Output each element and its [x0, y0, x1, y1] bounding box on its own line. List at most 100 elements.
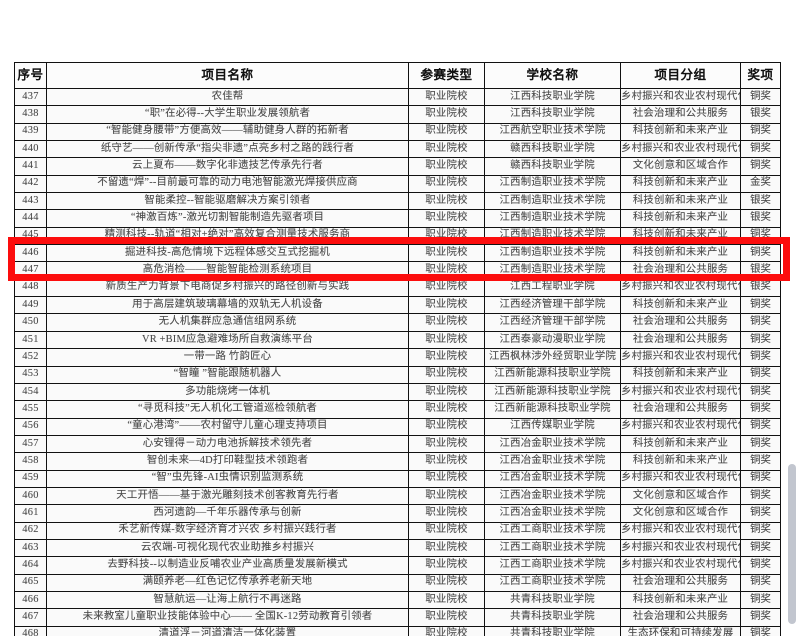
cell-seq: 438 — [14, 105, 47, 124]
cell-type: 职业院校 — [408, 486, 485, 506]
table-row[interactable]: 453 “智瞳 ”智能跟随机器人 职业院校 江西新能源科技职业学院 科技创新和未来产业铜… — [14, 365, 781, 384]
table-row[interactable]: 452 一带一路 竹韵匠心 职业院校 江西枫林涉外经贸职业学院 乡村振兴和农业农村现代化… — [14, 348, 781, 367]
cell-seq: 461 — [14, 504, 47, 523]
cell-type: 职业院校 — [408, 608, 485, 627]
table-row[interactable]: 464 去野科技--以制造业反哺农业产业高质量发展新模式 职业院校 江西工商职业技术学… — [14, 556, 781, 575]
cell-seq: 437 — [14, 87, 47, 107]
table-row[interactable]: 468 清道浮－河道清洁一体化装置 职业院校 共青科技职业学院 生态环保和可持续发展 铜奖 — [14, 625, 781, 636]
cell-award: 铜奖 — [740, 417, 781, 436]
cell-type: 职业院校 — [408, 556, 485, 575]
cell-name: “智能健身腰带”方便高效——辅助健身人群的拓新者 — [46, 122, 409, 142]
cell-school: 江西新能源科技职业学院 — [484, 365, 621, 384]
column-header-school: 学校名称 — [484, 62, 621, 89]
cell-name: 纸守艺——创新传承“指尖非遗”点亮乡村之路的践行者 — [46, 140, 409, 159]
cell-type: 职业院校 — [408, 157, 485, 176]
cell-school: 江西科技职业学院 — [484, 105, 621, 124]
cell-school: 江西科技职业学院 — [484, 87, 621, 107]
table-row[interactable]: 462 禾艺新传媒-数字经济育才兴农 乡村振兴践行者 职业院校 江西工商职业技术学院乡… — [14, 521, 781, 540]
table-row[interactable]: 455 “寻觅科技”无人机化工管道巡检领航者 职业院校 江西新能源科技职业学院 社会治理… — [14, 400, 781, 419]
cell-school: 赣西科技职业学院 — [484, 157, 621, 176]
vertical-scrollbar[interactable] — [784, 0, 799, 636]
table-row[interactable]: 442 不留遗“焊”--目前最可靠的动力电池智能激光焊接供应商 职业院校 江西制造职业… — [14, 174, 781, 194]
table-row[interactable]: 444 “神激百炼”-激光切割智能制造先驱者项目 职业院校 江西制造职业技术学院 科技创… — [14, 209, 781, 228]
cell-name: “职”在必得--大学生职业发展领航者 — [46, 105, 409, 124]
table-row[interactable]: 449 用于高层建筑玻璃幕墙的双轨无人机设备 职业院校 江西经济管理干部学院 科技创新和… — [14, 296, 781, 315]
cell-school: 江西制造职业技术学院 — [484, 226, 621, 246]
table-row[interactable]: 437 农佳帮 职业院校 江西科技职业学院 乡村振兴和农业农村现代化 铜奖 — [14, 87, 781, 107]
cell-seq: 447 — [14, 261, 47, 280]
table-row[interactable]: 457 心安锂得－动力电池拆解技术领先者 职业院校 江西冶金职业技术学院 科技创新和未来… — [14, 434, 781, 454]
cell-award: 铜奖 — [740, 538, 781, 558]
cell-type: 职业院校 — [408, 174, 485, 194]
cell-school: 江西冶金职业技术学院 — [484, 504, 621, 523]
cell-group: 社会治理和公共服务 — [620, 608, 741, 627]
cell-group: 乡村振兴和农业农村现代化 — [620, 278, 741, 298]
cell-award: 铜奖 — [740, 313, 781, 332]
cell-group: 社会治理和公共服务 — [620, 313, 741, 332]
cell-school: 江西制造职业技术学院 — [484, 244, 621, 263]
cell-award: 铜奖 — [740, 434, 781, 454]
cell-name: 智慧航运—让海上航行不再迷路 — [46, 590, 409, 610]
table-row[interactable]: 448 新质生产力背景下电商促乡村振兴的路径创新与实践 职业院校 江西工程职业学院 乡村… — [14, 278, 781, 298]
cell-school: 江西制造职业技术学院 — [484, 192, 621, 211]
table-row[interactable]: 440 纸守艺——创新传承“指尖非遗”点亮乡村之路的践行者 职业院校 赣西科技职业学院… — [14, 140, 781, 159]
cell-award: 铜奖 — [740, 573, 781, 592]
cell-award: 铜奖 — [740, 400, 781, 419]
scrollbar-thumb[interactable] — [788, 464, 796, 624]
cell-award: 铜奖 — [740, 486, 781, 506]
cell-award: 铜奖 — [740, 590, 781, 610]
table-row[interactable]: 467 未来教室儿童职业技能体验中心—— 全国K-12劳动教育引领者 职业院校 共青科… — [14, 608, 781, 627]
cell-name: 无人机集群应急通信组网系统 — [46, 313, 409, 332]
cell-award: 铜奖 — [740, 504, 781, 523]
table-row[interactable]: 451 VR +BIM应急避难场所自救演练平台 职业院校 江西泰豪动漫职业学院 社会治理… — [14, 330, 781, 350]
cell-award: 银奖 — [740, 192, 781, 211]
table-row[interactable]: 458 智创未来—4D打印鞋型技术领跑者 职业院校 江西冶金职业技术学院 科技创新和未来… — [14, 452, 781, 471]
cell-name: 新质生产力背景下电商促乡村振兴的路径创新与实践 — [46, 278, 409, 298]
cell-seq: 462 — [14, 521, 47, 540]
table-row[interactable]: 456 “童心港湾”——农村留守儿童心理支持项目 职业院校 江西传媒职业学院 乡村振兴和… — [14, 417, 781, 436]
cell-seq: 465 — [14, 573, 47, 592]
cell-group: 科技创新和未来产业 — [620, 209, 741, 228]
cell-award: 铜奖 — [740, 244, 781, 263]
table-row[interactable]: 446 掘进科技-高危情境下远程体感交互式挖掘机 职业院校 江西制造职业技术学院 科技创… — [14, 244, 781, 263]
cell-group: 科技创新和未来产业 — [620, 174, 741, 194]
cell-type: 职业院校 — [408, 296, 485, 315]
table-row[interactable]: 454 多功能烧烤一体机 职业院校 江西新能源科技职业学院 乡村振兴和农业农村现代化 铜奖 — [14, 382, 781, 402]
cell-seq: 463 — [14, 538, 47, 558]
table-row[interactable]: 466 智慧航运—让海上航行不再迷路 职业院校 共青科技职业学院 科技创新和未来产业 铜奖 — [14, 590, 781, 610]
cell-type: 职业院校 — [408, 382, 485, 402]
table-row[interactable]: 463 云农端-可视化现代农业助推乡村振兴 职业院校 江西工商职业技术学院 乡村振兴和农… — [14, 538, 781, 558]
table-row[interactable]: 445 精测科技--轨道“相对+绝对”高效复合测量技术服务商 职业院校 江西制造职业技… — [14, 226, 781, 246]
table-row[interactable]: 460 天工开悟——基于激光雕刻技术创客教育先行者 职业院校 江西冶金职业技术学院 文化… — [14, 486, 781, 506]
table-row[interactable]: 450 无人机集群应急通信组网系统 职业院校 江西经济管理干部学院 社会治理和公共服务铜… — [14, 313, 781, 332]
cell-school: 江西经济管理干部学院 — [484, 313, 621, 332]
cell-award: 铜奖 — [740, 122, 781, 142]
column-header-type: 参赛类型 — [408, 62, 485, 89]
cell-type: 职业院校 — [408, 521, 485, 540]
cell-type: 职业院校 — [408, 573, 485, 592]
cell-school: 江西泰豪动漫职业学院 — [484, 330, 621, 350]
cell-seq: 450 — [14, 313, 47, 332]
cell-name: 农佳帮 — [46, 87, 409, 107]
cell-school: 江西传媒职业学院 — [484, 417, 621, 436]
table-row[interactable]: 461 西河遗韵—千年乐器传承与创新 职业院校 江西冶金职业技术学院 文化创意和区域合作… — [14, 504, 781, 523]
table-row[interactable]: 443 智能柔控--智能驱磨解决方案引领者 职业院校 江西制造职业技术学院 科技创新和未… — [14, 192, 781, 211]
table-row[interactable]: 459 “智”虫先锋-AI虫情识别监测系统 职业院校 江西冶金职业技术学院 乡村振兴和农… — [14, 469, 781, 488]
cell-group: 科技创新和未来产业 — [620, 122, 741, 142]
cell-seq: 448 — [14, 278, 47, 298]
table-row[interactable]: 465 满颐养老—红色记忆传承养老新天地 职业院校 江西工商职业技术学院 社会治理和公共… — [14, 573, 781, 592]
cell-group: 乡村振兴和农业农村现代化 — [620, 382, 741, 402]
cell-name: 未来教室儿童职业技能体验中心—— 全国K-12劳动教育引领者 — [46, 608, 409, 627]
cell-group: 乡村振兴和农业农村现代化 — [620, 348, 741, 367]
table-row[interactable]: 441 云上夏布——数字化非遗技艺传承先行者 职业院校 赣西科技职业学院 文化创意和区域… — [14, 157, 781, 176]
table-row[interactable]: 438 “职”在必得--大学生职业发展领航者 职业院校 江西科技职业学院 社会治理和公共… — [14, 105, 781, 124]
cell-name: 清道浮－河道清洁一体化装置 — [46, 625, 409, 636]
table-row[interactable]: 439 “智能健身腰带”方便高效——辅助健身人群的拓新者 职业院校 江西航空职业技术学… — [14, 122, 781, 142]
cell-type: 职业院校 — [408, 313, 485, 332]
cell-school: 赣西科技职业学院 — [484, 140, 621, 159]
cell-award: 铜奖 — [740, 469, 781, 488]
cell-name: 云上夏布——数字化非遗技艺传承先行者 — [46, 157, 409, 176]
cell-seq: 442 — [14, 174, 47, 194]
table-row[interactable]: 447 高危消检——智能智能检测系统项目 职业院校 江西制造职业技术学院 社会治理和公共… — [14, 261, 781, 280]
cell-school: 江西冶金职业技术学院 — [484, 486, 621, 506]
